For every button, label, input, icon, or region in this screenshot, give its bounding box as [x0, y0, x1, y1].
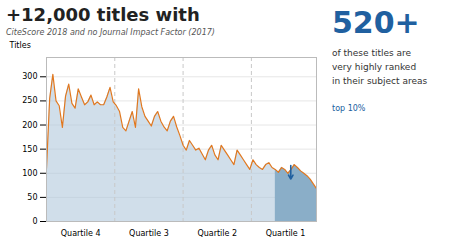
svg-text:Quartile 4: Quartile 4: [61, 229, 101, 238]
svg-text:0: 0: [32, 217, 37, 226]
html-text:of these titles are very highl: of these titles are very highly ranked i…: [332, 48, 428, 86]
html-text:CiteScore 2018 and no Journal: CiteScore 2018 and no Journal Impact Fac…: [6, 28, 215, 37]
svg-text:150: 150: [22, 145, 37, 154]
svg-text:250: 250: [22, 96, 37, 105]
html-text:top 10%: top 10%: [332, 104, 366, 113]
svg-text:200: 200: [22, 121, 37, 130]
svg-text:Quartile 1: Quartile 1: [266, 229, 306, 238]
svg-text:100: 100: [22, 169, 37, 178]
html-text:+12,000 titles with: +12,000 titles with: [6, 4, 200, 25]
svg-text:50: 50: [27, 193, 37, 202]
svg-text:Quartile 3: Quartile 3: [129, 229, 169, 238]
svg-text:300: 300: [22, 72, 37, 81]
html-text:520+: 520+: [332, 5, 420, 40]
svg-text:Titles: Titles: [9, 41, 31, 50]
svg-text:Quartile 2: Quartile 2: [197, 229, 237, 238]
